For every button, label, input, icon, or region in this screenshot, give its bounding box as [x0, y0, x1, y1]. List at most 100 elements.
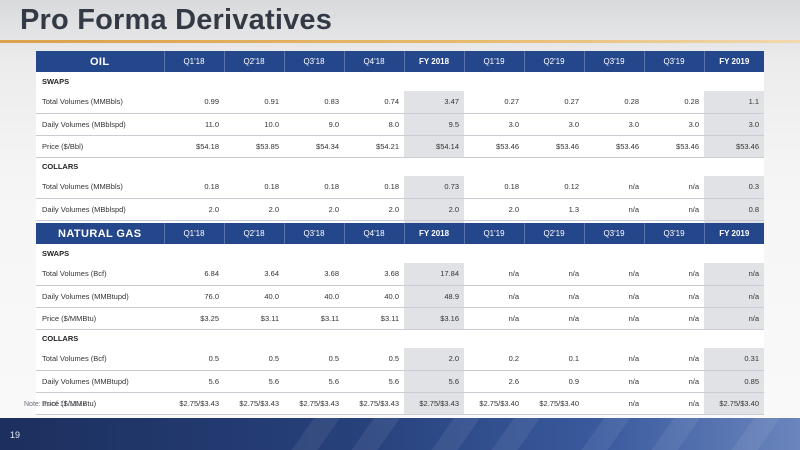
table-cell: $54.14 — [404, 135, 464, 158]
section-label: SWAPS — [42, 249, 70, 258]
table-cell: 40.0 — [344, 285, 404, 308]
column-header: FY 2018 — [404, 223, 465, 244]
column-header: Q1'19 — [464, 51, 525, 72]
table-cell: 0.2 — [464, 348, 524, 371]
table-row: Total Volumes (Bcf) 6.84 3.64 3.68 3.68 17.84… — [36, 263, 764, 286]
table-cell: 10.0 — [224, 113, 284, 136]
table-cell: $53.46 — [644, 135, 704, 158]
table-row: Total Volumes (MMBbls) 0.18 0.18 0.18 0.18 0.… — [36, 176, 764, 199]
table-cell: 0.5 — [224, 348, 284, 371]
table-cell: n/a — [584, 285, 644, 308]
table-row: Price ($/MMBtu) $3.25 $3.11 $3.11 $3.11 $3.16… — [36, 307, 764, 330]
table-cell: $3.11 — [224, 307, 284, 330]
table-cell: n/a — [704, 285, 764, 308]
row-label: Price ($/MMBtu) — [36, 307, 164, 330]
table-cell: n/a — [584, 348, 644, 371]
table-cell: 40.0 — [224, 285, 284, 308]
table-cell: 0.5 — [344, 348, 404, 371]
table-cell: 2.0 — [224, 198, 284, 221]
table-cell: $2.75/$3.40 — [704, 392, 764, 415]
table-cell: 6.84 — [164, 263, 224, 286]
column-header: Q3'19 — [584, 51, 645, 72]
section-header-row: COLLARS — [36, 157, 764, 176]
table-cell: $3.16 — [404, 307, 464, 330]
page-title: Pro Forma Derivatives — [20, 4, 333, 36]
table-cell: n/a — [644, 198, 704, 221]
table-cell: 0.27 — [464, 91, 524, 114]
column-header: Q2'19 — [524, 51, 585, 72]
table-cell: $53.46 — [704, 135, 764, 158]
table-cell: n/a — [644, 285, 704, 308]
table-cell: n/a — [524, 307, 584, 330]
table-cell: $2.75/$3.40 — [464, 392, 524, 415]
table-cell: 0.18 — [344, 176, 404, 199]
column-header: FY 2018 — [404, 51, 465, 72]
column-header: Q1'18 — [164, 223, 225, 244]
table-cell: $3.25 — [164, 307, 224, 330]
table-cell: 2.0 — [404, 198, 464, 221]
table-cell: 0.12 — [524, 176, 584, 199]
table-cell: n/a — [704, 307, 764, 330]
table-row: Total Volumes (Bcf) 0.5 0.5 0.5 0.5 2.0 0.2 0.1… — [36, 348, 764, 371]
column-header: Q1'19 — [464, 223, 525, 244]
table-cell: 0.8 — [704, 198, 764, 221]
table-cell: 0.3 — [704, 176, 764, 199]
table-cell: 0.9 — [524, 370, 584, 393]
table-cell: 3.0 — [524, 113, 584, 136]
section-header-row: SWAPS — [36, 244, 764, 263]
table-cell: 5.6 — [224, 370, 284, 393]
table-cell: n/a — [464, 307, 524, 330]
table-cell: $2.75/$3.43 — [224, 392, 284, 415]
row-label: Price ($/MMBtu) — [36, 392, 164, 415]
table-cell: 2.6 — [464, 370, 524, 393]
table-title-cell: OIL — [36, 51, 165, 72]
table-cell: 0.18 — [224, 176, 284, 199]
column-header: Q2'18 — [224, 223, 285, 244]
table-cell: 8.0 — [344, 113, 404, 136]
table-cell: 0.83 — [284, 91, 344, 114]
table-cell: $54.18 — [164, 135, 224, 158]
table-cell: $2.75/$3.43 — [344, 392, 404, 415]
row-label: Total Volumes (MMBbls) — [36, 176, 164, 199]
table-header-row: NATURAL GAS Q1'18 Q2'18 Q3'18 Q4'18 FY 2018 Q1… — [36, 223, 764, 244]
table-cell: n/a — [644, 348, 704, 371]
table-cell: n/a — [584, 370, 644, 393]
table-cell: 2.0 — [284, 198, 344, 221]
table-cell: $3.11 — [284, 307, 344, 330]
table-cell: 17.84 — [404, 263, 464, 286]
table-cell: 0.18 — [164, 176, 224, 199]
table-cell: 3.64 — [224, 263, 284, 286]
column-header: Q3'19 — [584, 223, 645, 244]
table-cell: 76.0 — [164, 285, 224, 308]
row-label: Daily Volumes (MBblspd) — [36, 198, 164, 221]
table-cell: 2.0 — [404, 348, 464, 371]
table-cell: 5.6 — [404, 370, 464, 393]
table-cell: 0.73 — [404, 176, 464, 199]
row-label: Total Volumes (Bcf) — [36, 263, 164, 286]
column-header: FY 2019 — [704, 223, 764, 244]
table-cell: $53.46 — [584, 135, 644, 158]
table-row: Price ($/Bbl) $54.18 $53.85 $54.34 $54.21 $54… — [36, 135, 764, 158]
table-cell: 0.31 — [704, 348, 764, 371]
row-label: Daily Volumes (MMBtupd) — [36, 370, 164, 393]
section-label: COLLARS — [42, 162, 79, 172]
oil-derivatives-table: OIL Q1'18 Q2'18 Q3'18 Q4'18 FY 2018 Q1'19 Q2'19… — [36, 51, 764, 243]
table-row: Daily Volumes (MBblspd) 11.0 10.0 9.0 8.0 9.5… — [36, 113, 764, 136]
table-cell: 0.18 — [284, 176, 344, 199]
footer-bar: 19 — [0, 418, 800, 450]
column-header: Q3'19 — [644, 223, 705, 244]
table-row: Daily Volumes (MMBtupd) 5.6 5.6 5.6 5.6 5.6 2.… — [36, 370, 764, 393]
table-cell: $54.21 — [344, 135, 404, 158]
table-cell: n/a — [524, 263, 584, 286]
page-number: 19 — [10, 430, 21, 440]
table-row: Daily Volumes (MBblspd) 2.0 2.0 2.0 2.0 2.0 2.… — [36, 198, 764, 221]
table-cell: 0.5 — [284, 348, 344, 371]
table-cell: $53.46 — [524, 135, 584, 158]
table-cell: 3.47 — [404, 91, 464, 114]
table-cell: 3.0 — [644, 113, 704, 136]
column-header: Q4'18 — [344, 223, 405, 244]
table-cell: 0.18 — [464, 176, 524, 199]
section-label: COLLARS — [42, 334, 79, 344]
table-header-row: OIL Q1'18 Q2'18 Q3'18 Q4'18 FY 2018 Q1'19 Q2'19… — [36, 51, 764, 72]
table-cell: n/a — [584, 307, 644, 330]
